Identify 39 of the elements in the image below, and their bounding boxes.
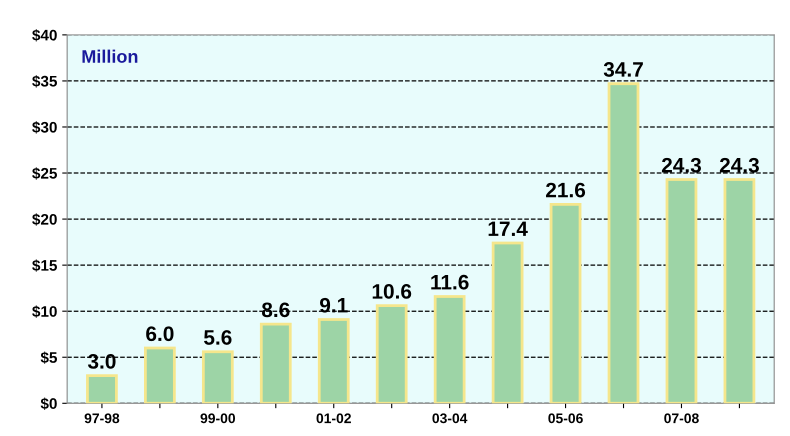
bar	[434, 295, 466, 404]
bar	[260, 322, 292, 404]
data-label: 11.6	[431, 274, 469, 290]
y-tick-label: $10	[32, 305, 57, 318]
y-tick-label: $15	[32, 259, 58, 272]
bar	[376, 304, 408, 404]
y-tick-label: $25	[32, 167, 58, 180]
bar	[666, 178, 698, 404]
x-tick-label: 99-00	[200, 413, 236, 424]
x-tick-label: 07-08	[664, 413, 699, 424]
data-label: 9.1	[320, 298, 348, 313]
data-label: 6.0	[146, 326, 174, 342]
bar	[492, 242, 524, 404]
data-label: 24.3	[662, 158, 701, 173]
data-label: 10.6	[372, 284, 412, 299]
x-tick-label: 03-04	[432, 413, 468, 424]
annotation: Million	[82, 50, 138, 63]
data-label: 34.7	[604, 62, 643, 77]
bar	[144, 346, 176, 404]
data-label: 21.6	[546, 182, 586, 198]
data-label: 24.3	[720, 158, 759, 173]
y-tick-label: $35	[32, 75, 58, 88]
y-tick-label: $20	[32, 213, 57, 226]
bar	[202, 350, 234, 404]
bar	[550, 202, 582, 404]
bar	[724, 178, 756, 404]
bar	[86, 374, 118, 404]
bar	[318, 318, 350, 404]
x-tick-label: 05-06	[548, 413, 583, 424]
y-tick-label: $0	[40, 397, 57, 410]
x-tick-label: 01-02	[316, 413, 351, 424]
bar	[608, 82, 640, 404]
data-label: 5.6	[204, 330, 232, 345]
x-tick-label: 97-98	[84, 413, 120, 424]
data-label: 17.4	[488, 222, 528, 236]
y-tick-label: $40	[32, 29, 57, 42]
y-tick-label: $5	[40, 351, 58, 364]
y-tick-label: $30	[32, 121, 57, 134]
data-label: 3.0	[88, 354, 116, 369]
